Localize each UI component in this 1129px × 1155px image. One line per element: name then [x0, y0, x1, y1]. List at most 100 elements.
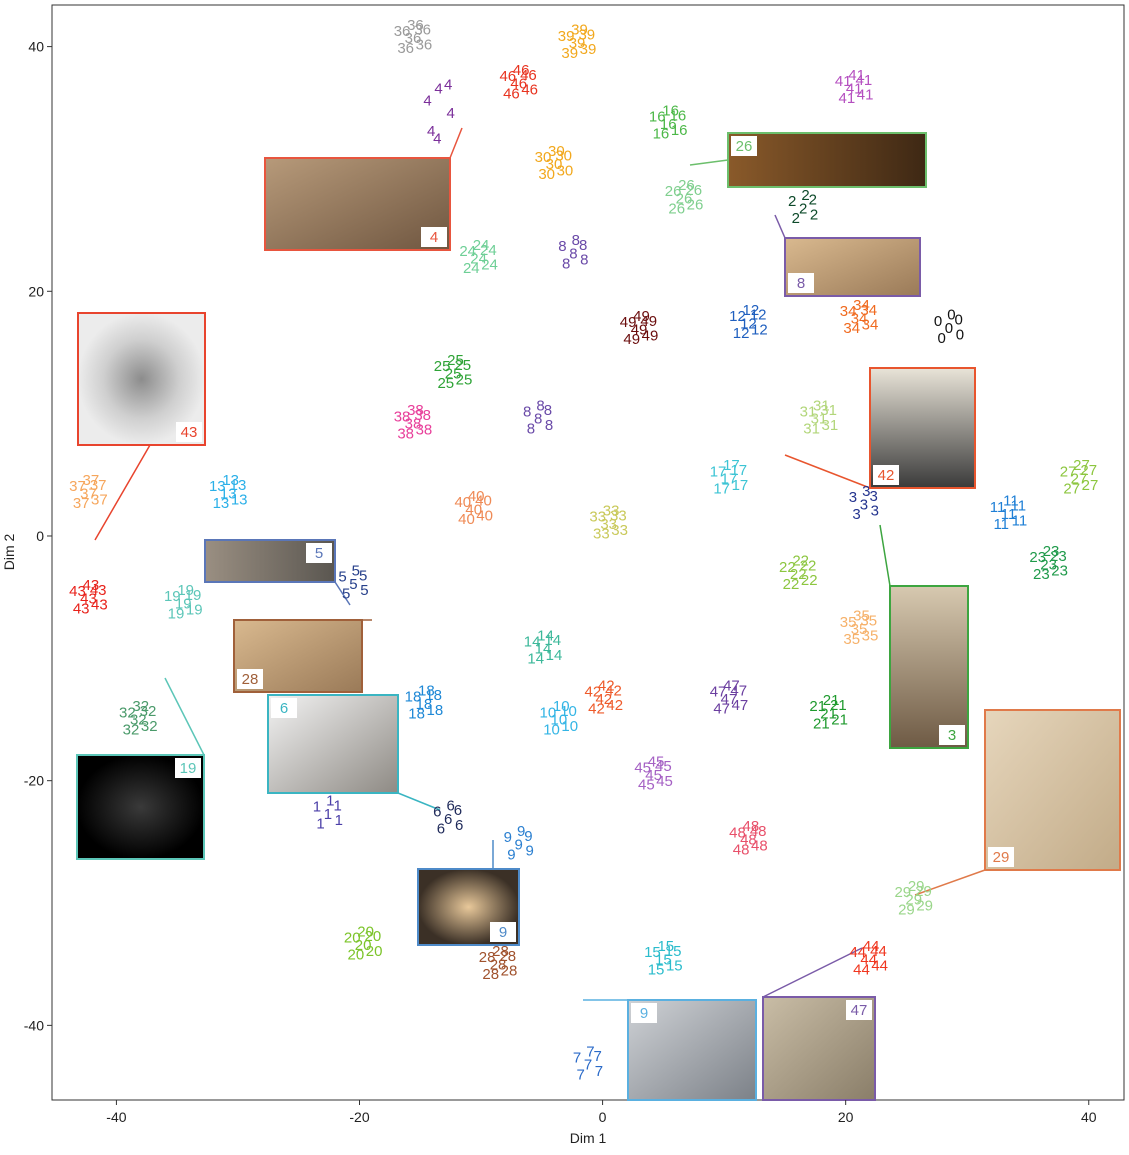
point-label: 34	[860, 302, 877, 319]
point-label: 20	[366, 943, 383, 960]
point-label: 31	[820, 402, 837, 419]
point-label: 1	[333, 797, 341, 814]
point-label: 29	[905, 892, 922, 909]
inset-label-box	[788, 273, 814, 293]
point-label: 10	[550, 712, 567, 729]
inset-label-box	[846, 1000, 872, 1020]
point-label: 6	[455, 817, 463, 834]
point-label: 11	[1003, 493, 1019, 510]
point-label: 3	[849, 489, 857, 506]
point-label: 12	[751, 321, 768, 338]
inset-label: 5	[315, 545, 323, 562]
inset-leader	[397, 792, 441, 811]
point-label: 34	[853, 297, 870, 314]
point-label: 18	[418, 682, 435, 699]
point-label: 45	[645, 767, 662, 784]
inset-leader	[914, 869, 986, 896]
point-label: 5	[338, 569, 346, 586]
point-label: 33	[600, 516, 617, 533]
inset-label: 19	[180, 760, 197, 777]
point-label: 46	[520, 67, 537, 84]
point-label: 38	[414, 407, 431, 424]
point-label: 20	[355, 937, 372, 954]
point-label: 28	[499, 948, 516, 965]
point-label: 24	[473, 237, 490, 254]
point-label: 26	[676, 190, 693, 207]
y-axis-title: Dim 2	[1, 534, 17, 571]
y-tick-label: -20	[24, 773, 44, 789]
point-label: 41	[846, 80, 863, 97]
point-label: 18	[416, 696, 433, 713]
point-label: 48	[729, 824, 746, 841]
point-label: 8	[534, 411, 542, 428]
point-label: 12	[729, 308, 746, 325]
point-label: 16	[670, 107, 687, 124]
point-label: 14	[535, 641, 552, 658]
point-label: 6	[433, 803, 441, 820]
point-label: 25	[456, 372, 473, 389]
point-label: 14	[524, 633, 541, 650]
point-label: 10	[560, 703, 577, 720]
point-label: 6	[446, 797, 454, 814]
point-label: 37	[80, 485, 97, 502]
inset-label: 26	[736, 138, 753, 155]
point-label: 0	[934, 313, 942, 330]
x-tick-label: 20	[838, 1109, 854, 1125]
inset-label-box	[939, 725, 965, 745]
point-label: 22	[792, 553, 809, 570]
point-label: 39	[558, 28, 575, 45]
point-label: 48	[743, 818, 760, 835]
point-label: 48	[740, 832, 757, 849]
inset-label-box	[873, 465, 899, 485]
point-label: 17	[723, 457, 740, 474]
x-axis-title: Dim 1	[570, 1130, 607, 1146]
point-label: 14	[537, 627, 554, 644]
point-label: 33	[611, 522, 628, 539]
point-label: 39	[561, 45, 578, 62]
point-label: 2	[799, 200, 807, 217]
point-label: 23	[1050, 548, 1067, 565]
point-label: 13	[213, 495, 230, 512]
point-label: 9	[524, 828, 532, 845]
point-label: 27	[1080, 462, 1097, 479]
point-label: 16	[649, 109, 666, 126]
point-label: 38	[394, 408, 411, 425]
point-label: 45	[655, 758, 672, 775]
point-label: 47	[710, 684, 727, 701]
point-label: 12	[743, 302, 760, 319]
point-label: 27	[1082, 477, 1099, 494]
point-label: 49	[623, 331, 640, 348]
point-label: 6	[444, 811, 452, 828]
point-label: 1	[326, 792, 334, 809]
point-label: 49	[633, 308, 650, 325]
point-label: 40	[458, 511, 475, 528]
inset-label: 29	[993, 849, 1010, 866]
point-label: 25	[437, 375, 454, 392]
point-label: 45	[648, 753, 665, 770]
point-label: 31	[803, 421, 820, 438]
point-label: 45	[638, 777, 655, 794]
point-label: 22	[783, 576, 800, 593]
point-label: 23	[1033, 566, 1050, 583]
point-label: 12	[733, 325, 750, 342]
point-label: 11	[993, 516, 1009, 533]
point-label: 15	[648, 961, 665, 978]
point-label: 24	[459, 243, 476, 260]
point-label: 20	[357, 923, 374, 940]
point-label: 4	[423, 93, 431, 110]
point-label: 39	[578, 27, 595, 44]
point-label: 42	[605, 682, 622, 699]
point-label: 44	[870, 943, 887, 960]
plot-frame	[51, 4, 1125, 1101]
point-label: 14	[527, 651, 544, 668]
point-label: 12	[750, 307, 767, 324]
point-label: 29	[915, 883, 932, 900]
point-label: 11	[1012, 512, 1028, 529]
point-label: 37	[69, 478, 86, 495]
point-label: 21	[831, 712, 848, 729]
point-label: 17	[732, 477, 749, 494]
point-label: 24	[470, 250, 487, 267]
point-label: 48	[751, 838, 768, 855]
point-label: 7	[595, 1063, 603, 1080]
point-label: 30	[557, 162, 574, 179]
